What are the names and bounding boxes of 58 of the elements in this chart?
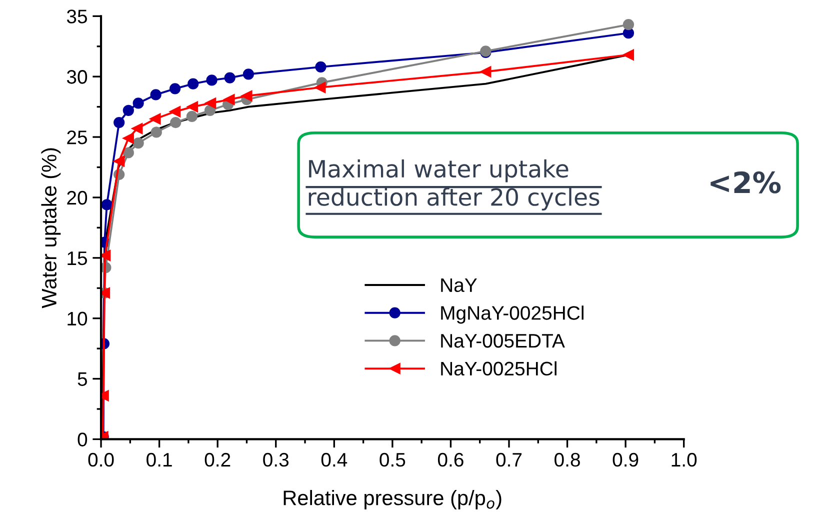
point <box>186 110 198 122</box>
point <box>241 90 252 102</box>
x-tick-label: 0.6 <box>438 452 464 467</box>
point <box>242 68 254 80</box>
legend-label: NaY-0025HCl <box>441 361 556 376</box>
point <box>170 116 182 128</box>
point <box>314 82 326 94</box>
point <box>114 116 125 128</box>
point <box>122 104 134 116</box>
x-tick-label: 0.8 <box>554 452 580 467</box>
y-tick-label: 30 <box>66 70 88 84</box>
point <box>101 250 111 262</box>
x-tick-label: 0.0 <box>88 452 114 467</box>
y-tick-label: 15 <box>68 252 88 266</box>
point <box>206 74 218 86</box>
legend-label: MgNaY-0025HCl <box>441 306 584 324</box>
point <box>622 49 634 60</box>
x-tick-label: 0.4 <box>321 452 348 467</box>
text: <2% <box>710 171 781 194</box>
legend-label: NaY-005EDTA <box>441 334 565 348</box>
x-tick-label: 0.2 <box>204 452 230 467</box>
y-tick-label: 20 <box>67 190 88 205</box>
x-tick-label: 0.5 <box>380 452 406 467</box>
point <box>132 123 143 134</box>
point <box>150 126 162 138</box>
point <box>480 66 492 78</box>
point <box>622 19 634 30</box>
point <box>224 94 235 106</box>
y-tick-label: 35 <box>66 10 88 24</box>
y-axis-title: Water uptake (%) <box>41 148 61 308</box>
point <box>150 89 162 100</box>
point <box>122 132 134 144</box>
x-tick-label: 0.9 <box>612 452 638 467</box>
point <box>101 199 112 210</box>
point <box>132 138 144 149</box>
point <box>315 61 326 72</box>
point <box>169 83 181 94</box>
x-tick-label: 1.0 <box>672 452 697 467</box>
point <box>132 98 144 109</box>
point <box>188 78 199 90</box>
point <box>224 72 236 84</box>
y-tick-label: 10 <box>68 312 88 326</box>
point <box>204 104 216 116</box>
y-tick-label: 5 <box>78 372 88 386</box>
x-tick-label: 0.3 <box>263 452 289 467</box>
point <box>150 113 161 124</box>
legend-label: NaY <box>441 278 477 292</box>
point <box>169 106 181 118</box>
y-tick-label: 0 <box>78 432 88 446</box>
x-tick-label: 0.7 <box>496 452 522 467</box>
point <box>205 98 216 109</box>
y-tick-label: 25 <box>67 130 88 144</box>
point <box>122 147 134 158</box>
point <box>114 156 125 167</box>
annotation: Maximal water uptake reduction after 20 cycles <box>308 159 600 210</box>
point <box>186 101 198 112</box>
x-axis-title: Relative pressure (p/p$_{o}$) <box>284 490 502 510</box>
x-tick-label: 0.1 <box>146 452 172 467</box>
